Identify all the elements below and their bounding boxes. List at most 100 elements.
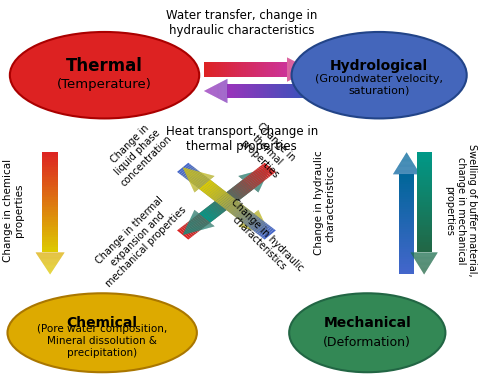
Polygon shape (258, 170, 266, 177)
Polygon shape (255, 171, 265, 179)
Polygon shape (191, 174, 207, 186)
Polygon shape (192, 174, 208, 188)
Polygon shape (210, 188, 223, 199)
Polygon shape (249, 173, 263, 184)
Polygon shape (185, 169, 191, 174)
Polygon shape (218, 62, 221, 77)
Polygon shape (185, 223, 198, 233)
Polygon shape (304, 84, 306, 98)
Polygon shape (411, 253, 437, 254)
Polygon shape (224, 193, 237, 204)
Polygon shape (197, 214, 210, 224)
Polygon shape (215, 85, 216, 97)
Polygon shape (42, 197, 58, 200)
Polygon shape (291, 59, 292, 80)
Polygon shape (42, 200, 58, 202)
Polygon shape (399, 257, 414, 259)
Polygon shape (240, 180, 253, 191)
Polygon shape (228, 190, 241, 200)
Polygon shape (38, 257, 62, 258)
Polygon shape (239, 176, 259, 192)
Polygon shape (309, 69, 310, 70)
Polygon shape (233, 186, 246, 196)
Polygon shape (423, 272, 425, 273)
Polygon shape (208, 89, 209, 93)
Polygon shape (399, 252, 414, 255)
Polygon shape (232, 187, 245, 197)
Polygon shape (177, 229, 190, 240)
Polygon shape (226, 79, 227, 103)
Polygon shape (244, 84, 246, 98)
Polygon shape (264, 62, 266, 77)
Polygon shape (204, 183, 216, 194)
Polygon shape (39, 258, 61, 259)
Polygon shape (42, 170, 58, 172)
Polygon shape (179, 164, 192, 174)
Polygon shape (260, 227, 273, 237)
Polygon shape (240, 175, 259, 191)
Polygon shape (183, 168, 185, 169)
Polygon shape (253, 170, 266, 181)
Polygon shape (416, 261, 432, 262)
Polygon shape (260, 62, 262, 77)
Polygon shape (417, 240, 432, 243)
Polygon shape (262, 170, 267, 174)
Polygon shape (212, 86, 213, 96)
Polygon shape (277, 84, 279, 98)
Polygon shape (228, 203, 241, 213)
Polygon shape (228, 190, 241, 200)
Polygon shape (42, 152, 58, 155)
Polygon shape (250, 218, 263, 230)
Text: Change in chemical
properties: Change in chemical properties (3, 159, 24, 262)
Polygon shape (240, 211, 252, 221)
Polygon shape (417, 202, 432, 205)
Polygon shape (399, 219, 414, 222)
Polygon shape (187, 171, 196, 178)
Polygon shape (256, 171, 265, 179)
Polygon shape (254, 171, 264, 180)
Polygon shape (42, 230, 58, 232)
Polygon shape (216, 200, 228, 210)
Polygon shape (190, 219, 203, 230)
Polygon shape (249, 218, 263, 229)
Polygon shape (294, 61, 295, 78)
Polygon shape (399, 237, 414, 240)
Polygon shape (219, 195, 231, 205)
Polygon shape (417, 205, 432, 208)
Polygon shape (42, 212, 58, 215)
Polygon shape (399, 202, 414, 204)
Polygon shape (292, 60, 293, 79)
Polygon shape (417, 232, 432, 235)
Polygon shape (186, 170, 193, 176)
Polygon shape (261, 164, 274, 174)
Polygon shape (40, 259, 60, 260)
Polygon shape (289, 59, 290, 80)
Polygon shape (216, 84, 217, 98)
Polygon shape (185, 230, 189, 233)
Polygon shape (217, 198, 230, 209)
Polygon shape (186, 170, 192, 175)
Polygon shape (235, 184, 248, 195)
Polygon shape (263, 84, 265, 98)
Polygon shape (394, 171, 419, 172)
Polygon shape (209, 88, 210, 94)
Polygon shape (219, 83, 220, 99)
Polygon shape (228, 84, 229, 98)
Polygon shape (232, 205, 245, 215)
Text: Swelling of buffer material,
change in mechanical
properties: Swelling of buffer material, change in m… (444, 144, 477, 277)
Polygon shape (396, 168, 417, 169)
Polygon shape (417, 220, 432, 223)
Polygon shape (257, 224, 265, 232)
Polygon shape (258, 225, 271, 236)
Polygon shape (194, 176, 215, 193)
Polygon shape (288, 84, 290, 98)
Polygon shape (247, 217, 259, 227)
Polygon shape (216, 193, 229, 204)
Polygon shape (224, 80, 225, 102)
Polygon shape (191, 173, 204, 184)
Polygon shape (252, 221, 264, 230)
Polygon shape (248, 84, 250, 98)
Polygon shape (269, 234, 270, 235)
Polygon shape (42, 223, 58, 225)
Polygon shape (235, 62, 237, 77)
